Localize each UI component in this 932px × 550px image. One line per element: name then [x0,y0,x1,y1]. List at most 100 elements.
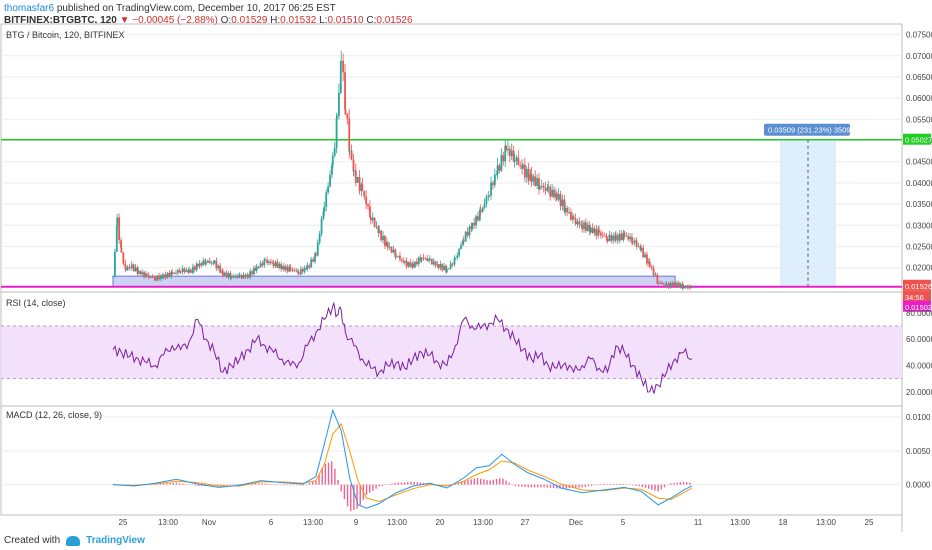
macd-histogram-bar [578,484,580,488]
candle [358,177,361,192]
candle [629,236,631,240]
candle [625,236,628,237]
candle [339,61,342,93]
candle [137,270,140,274]
candle [244,274,247,277]
candle [173,272,175,274]
macd-histogram-bar [587,484,590,487]
macd-histogram-bar [394,482,396,485]
candle [221,271,224,276]
candle [656,274,659,284]
candle [263,259,266,266]
candle [566,207,569,213]
candle [505,145,507,151]
macd-histogram-bar [495,479,498,485]
macd-histogram-bar [524,484,526,488]
candle [422,257,425,259]
candle [369,217,372,221]
candle [517,157,520,166]
candle [388,246,391,248]
candle [525,168,528,178]
candle [266,259,268,263]
candle [536,178,539,186]
candle [284,266,287,271]
macd-histogram-bar [280,484,282,486]
candle [570,212,572,220]
time-tick-label: 13:00 [816,518,837,527]
support-zone [112,275,676,288]
macd-histogram-bar [479,478,482,485]
macd-histogram-bar [644,484,647,488]
candle [478,210,481,221]
candle [178,270,181,272]
candle [195,264,198,270]
macd-histogram-bar [584,484,586,487]
candle [247,274,250,278]
candle [371,217,374,221]
tradingview-brand[interactable]: TradingView [86,535,145,546]
candle [288,267,291,272]
candle [475,216,477,226]
candle [253,267,255,275]
macd-histogram-bar [331,461,333,485]
macd-histogram-bar [533,484,536,488]
macd-histogram-bar [575,484,577,488]
candle [498,165,501,171]
macd-histogram-bar [632,484,634,486]
candle [447,268,450,270]
candle [464,231,467,242]
candle [654,274,657,276]
candle [479,210,482,212]
tradingview-logo-icon [66,535,81,546]
candle [622,232,625,241]
candle [576,221,579,225]
macd-histogram-bar [337,479,339,485]
candle [644,254,646,258]
candle [286,266,289,272]
magenta-level-label-bg [903,300,931,312]
candle [682,286,685,289]
macd-histogram-bar [419,482,422,485]
candle [578,221,581,225]
macd-histogram-bar [657,484,659,492]
candle [301,269,304,272]
macd-histogram-bar [254,483,257,485]
candle [623,232,626,237]
ohlc-close: 0.01526 [376,15,413,26]
candle [191,266,194,273]
macd-histogram-bar [651,484,653,490]
username-link[interactable]: thomasfar6 [4,3,55,14]
macd-histogram-bar [267,483,270,485]
rsi-tick-label: 40.0000 [906,361,932,370]
candle [407,262,410,267]
candle [227,273,230,278]
last-price-label: 0.01526 [905,282,932,291]
candle [240,275,243,279]
candle [124,266,127,271]
candle [397,255,399,257]
macd-histogram-bar [502,478,504,485]
candle [665,283,668,285]
candle [344,72,346,110]
candle [375,226,378,228]
candle [193,266,196,270]
macd-histogram-bar [397,482,399,485]
candle [298,272,300,275]
macd-histogram-bar [666,484,669,486]
candle [225,272,228,278]
candle [160,275,162,280]
candle [333,148,336,157]
candle [392,249,395,253]
candle [495,174,498,175]
candle [188,269,190,273]
macd-tick-label: 0.0050 [906,447,931,456]
macd-histogram-bar [483,479,485,485]
rsi-line [112,301,693,394]
candle [667,283,670,287]
time-tick-label: 18 [779,518,788,527]
candle [466,231,469,236]
candle [664,284,667,286]
